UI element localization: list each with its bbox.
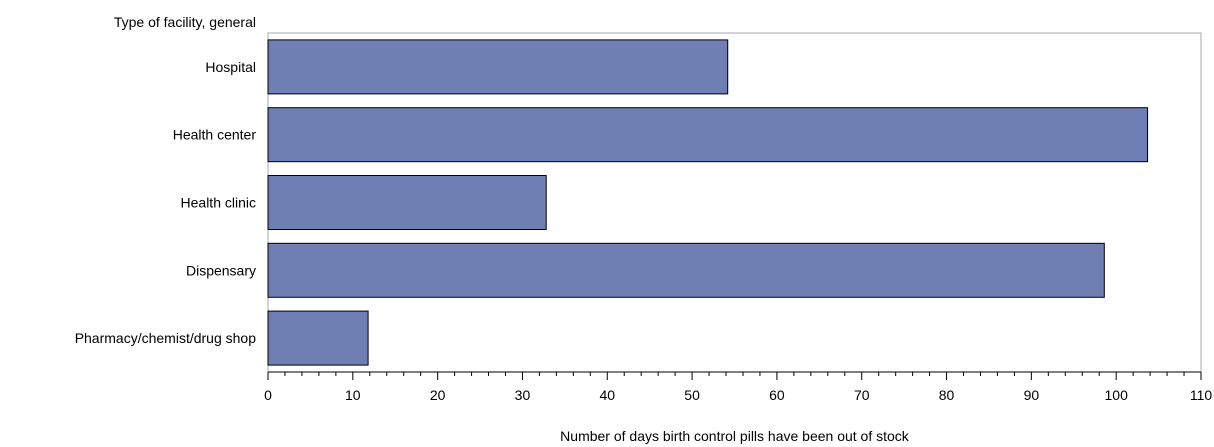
x-tick-label: 60	[769, 387, 785, 403]
x-tick-label: 10	[345, 387, 361, 403]
x-tick-label: 50	[684, 387, 700, 403]
category-label: Dispensary	[186, 262, 256, 278]
bar-health-clinic	[267, 175, 547, 230]
x-tick-label: 90	[1024, 387, 1040, 403]
x-tick-label: 100	[1105, 387, 1129, 403]
x-tick-label: 20	[430, 387, 446, 403]
x-tick-label: 30	[515, 387, 531, 403]
category-labels: Hospital Health center Health clinic Dispen…	[75, 59, 257, 346]
bar-pharmacy-chemist-drug-shop	[267, 310, 369, 366]
x-axis: 0 10 20 30 40 50 60 70 80 90 100 110	[264, 371, 1213, 403]
category-label: Health center	[173, 127, 257, 143]
x-tick-label: 40	[599, 387, 615, 403]
bar-dispensary	[267, 242, 1105, 298]
x-tick-label: 70	[854, 387, 870, 403]
bars-layer	[267, 39, 1149, 366]
bar-health-center	[267, 107, 1149, 163]
category-label: Hospital	[205, 59, 256, 75]
x-tick-label: 110	[1190, 387, 1213, 403]
x-tick-label: 0	[264, 387, 272, 403]
x-axis-title: Number of days birth control pills have …	[560, 428, 910, 444]
category-label: Pharmacy/chemist/drug shop	[75, 330, 257, 346]
y-axis-title: Type of facility, general	[114, 14, 256, 30]
bar-hospital	[267, 39, 729, 95]
x-tick-label: 80	[939, 387, 955, 403]
category-label: Health clinic	[181, 195, 256, 211]
